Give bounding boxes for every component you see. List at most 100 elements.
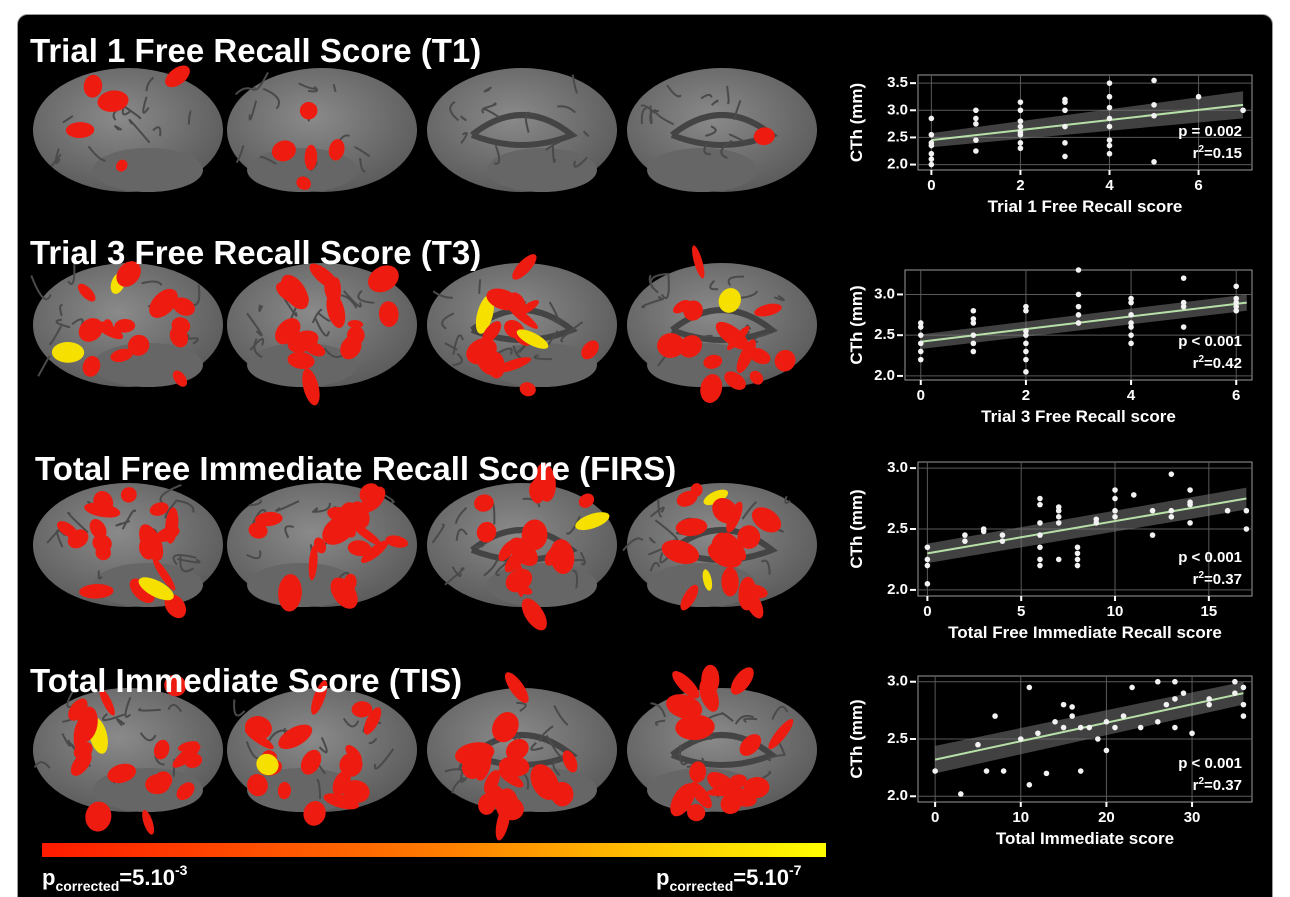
point <box>981 529 987 535</box>
colorbar <box>42 843 826 857</box>
point <box>1241 702 1247 708</box>
point <box>1023 357 1029 363</box>
point <box>1107 94 1113 100</box>
point <box>1107 105 1113 111</box>
point <box>1056 514 1062 520</box>
x-tick-label: 30 <box>1184 809 1201 826</box>
sulcus <box>479 279 480 293</box>
point <box>1151 113 1157 119</box>
point <box>1001 768 1007 774</box>
point <box>971 308 977 314</box>
point <box>918 357 924 363</box>
brain <box>427 68 617 192</box>
point <box>971 316 977 322</box>
point <box>1076 312 1082 318</box>
r-text: =0.37 <box>1204 571 1242 588</box>
x-tick-label: 0 <box>917 387 925 404</box>
point <box>1181 324 1187 330</box>
point <box>1131 492 1137 498</box>
point <box>1023 349 1029 355</box>
y-axis-label: CTh (mm) <box>847 83 866 162</box>
point <box>1172 679 1178 685</box>
y-tick-label: 2.5 <box>887 128 908 145</box>
point <box>1232 690 1238 696</box>
y-tick-label: 3.0 <box>887 673 908 690</box>
point <box>1128 312 1134 318</box>
y-tick-label: 2.0 <box>874 367 895 384</box>
point <box>1018 124 1024 130</box>
point <box>925 563 931 569</box>
point <box>1187 520 1193 526</box>
point <box>1169 508 1175 514</box>
r-text: =0.15 <box>1204 145 1242 162</box>
y-axis-label: CTh (mm) <box>847 285 866 364</box>
point <box>975 742 981 748</box>
p-value: p < 0.001 <box>1178 333 1242 350</box>
p-value: p = 0.002 <box>1178 123 1242 140</box>
x-tick-label: 5 <box>1017 603 1025 620</box>
x-tick-label: 0 <box>927 177 935 194</box>
point <box>1037 563 1043 569</box>
point <box>1128 332 1134 338</box>
point <box>1027 685 1033 691</box>
point <box>1076 304 1082 310</box>
brain <box>627 68 817 192</box>
y-tick-label: 3.5 <box>887 74 908 91</box>
point <box>929 116 935 122</box>
point <box>1206 702 1212 708</box>
point <box>1023 328 1029 334</box>
point <box>1129 685 1135 691</box>
point <box>1107 80 1113 86</box>
y-tick-label: 2.5 <box>887 730 908 747</box>
point <box>1151 102 1157 108</box>
point <box>1062 107 1068 113</box>
point <box>1128 296 1134 302</box>
y-tick-label: 3.0 <box>887 101 908 118</box>
x-axis-label: Total Free Immediate Recall score <box>948 623 1222 642</box>
point <box>971 332 977 338</box>
point <box>925 581 931 587</box>
point <box>1056 520 1062 526</box>
y-tick-label: 2.0 <box>887 787 908 804</box>
point <box>1086 725 1092 731</box>
point <box>973 121 979 127</box>
x-tick-label: 10 <box>1107 603 1124 620</box>
p-value: p < 0.001 <box>1178 549 1242 566</box>
r-text: =0.42 <box>1204 355 1242 372</box>
brain-lobe <box>487 563 597 607</box>
brain-lobe <box>93 148 203 192</box>
x-tick-label: 0 <box>931 809 939 826</box>
panel-title: Trial 1 Free Recall Score (T1) <box>30 32 481 69</box>
point <box>1037 496 1043 502</box>
point <box>1244 526 1250 532</box>
y-axis-label: CTh (mm) <box>847 489 866 568</box>
x-tick-label: 20 <box>1098 809 1115 826</box>
point <box>1112 487 1118 493</box>
point <box>973 137 979 143</box>
x-axis-label: Trial 1 Free Recall score <box>988 197 1183 216</box>
point <box>1150 532 1156 538</box>
point <box>1181 275 1187 281</box>
point <box>1181 690 1187 696</box>
x-tick-label: 15 <box>1200 603 1217 620</box>
x-tick-label: 4 <box>1127 387 1136 404</box>
point <box>1076 267 1082 273</box>
point <box>1023 369 1029 375</box>
point <box>1056 504 1062 510</box>
point <box>918 332 924 338</box>
point <box>984 768 990 774</box>
point <box>1035 730 1041 736</box>
point <box>1107 143 1113 149</box>
point <box>1233 283 1239 289</box>
point <box>1138 725 1144 731</box>
point <box>973 107 979 113</box>
point <box>1155 719 1161 725</box>
point <box>1018 99 1024 105</box>
point <box>1155 679 1161 685</box>
y-axis-label: CTh (mm) <box>847 699 866 778</box>
point <box>1181 300 1187 306</box>
point <box>1061 702 1067 708</box>
point <box>1062 124 1068 130</box>
point <box>1112 514 1118 520</box>
point <box>929 162 935 168</box>
